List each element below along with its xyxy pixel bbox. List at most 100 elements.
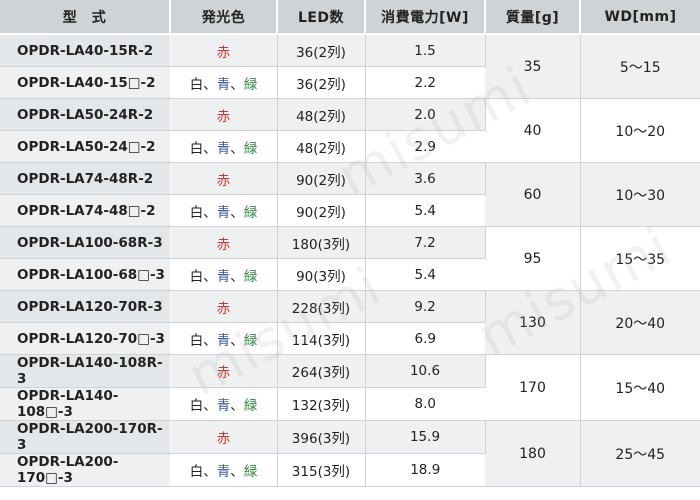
power-cell: 1.5 [365,34,486,67]
table-row: OPDR-LA100-68□-3 白、青、緑 90(3列) 5.4 [0,258,700,291]
mass-cell: 130 [485,290,581,355]
color-green-label: 緑 [243,398,258,414]
color-cell: 白、青、緑 [170,194,278,227]
model-cell: OPDR-LA200-170R-3 [0,420,171,454]
table-row: OPDR-LA120-70□-3 白、青、緑 114(3列) 6.9 [0,322,700,355]
led-count-cell: 90(2列) [277,194,366,227]
table-row: OPDR-LA140-108□-3 白、青、緑 132(3列) 8.0 [0,387,700,421]
model-cell: OPDR-LA100-68□-3 [0,258,171,291]
header-led: LED数 [277,0,366,35]
color-cell: 白、青、緑 [170,387,278,421]
header-power: 消費電力[W] [365,0,486,35]
separator: 、 [230,464,244,480]
wd-cell: 10～20 [580,98,700,163]
led-count-cell: 90(3列) [277,258,366,291]
color-red-label: 赤 [216,236,231,253]
color-cell: 赤 [170,354,278,388]
color-cell: 白、青、緑 [170,453,278,487]
led-count-cell: 180(3列) [277,226,366,259]
color-cell: 赤 [170,34,278,67]
table-row: OPDR-LA74-48□-2 白、青、緑 90(2列) 5.4 [0,194,700,227]
power-cell: 6.9 [365,322,485,355]
color-white-label: 白 [189,464,204,480]
power-cell: 3.6 [365,162,486,195]
color-cell: 白、青、緑 [170,322,278,355]
led-count-cell: 396(3列) [277,420,366,454]
color-cell: 赤 [170,162,278,195]
color-cell: 白、青、緑 [170,258,278,291]
wd-cell: 15～35 [580,226,700,291]
led-count-cell: 90(2列) [277,162,366,195]
table-row: OPDR-LA140-108R-3 赤 264(3列) 10.6 170 15～40 [0,354,700,421]
table-row: OPDR-LA50-24□-2 白、青、緑 48(2列) 2.9 [0,130,700,163]
mass-cell: 180 [485,420,581,487]
power-cell: 2.9 [365,130,485,163]
model-cell: OPDR-LA120-70□-3 [0,322,171,355]
led-count-cell: 36(2列) [277,66,366,99]
model-cell: OPDR-LA40-15R-2 [0,34,171,67]
color-cell: 赤 [170,290,278,323]
power-cell: 5.4 [365,258,485,291]
header-wd: WD[mm] [580,0,700,35]
header-color: 発光色 [170,0,278,35]
model-cell: OPDR-LA200-170□-3 [0,453,171,487]
color-white-label: 白 [189,140,204,157]
power-cell: 9.2 [365,290,486,323]
mass-cell: 95 [485,226,581,291]
spec-table: 型 式 発光色 LED数 消費電力[W] 質量[g] WD[mm] OPDR-L… [0,0,700,487]
mass-cell: 40 [485,98,581,163]
separator: 、 [203,204,217,221]
color-red-label: 赤 [216,300,231,317]
color-white-label: 白 [189,204,204,221]
color-white-label: 白 [189,398,204,414]
color-red-label: 赤 [216,431,231,447]
wd-cell: 20～40 [580,290,700,355]
led-count-cell: 48(2列) [277,130,366,163]
color-green-label: 緑 [243,332,258,349]
color-green-label: 緑 [243,140,258,157]
led-count-cell: 315(3列) [277,453,366,487]
color-red-label: 赤 [216,172,231,189]
led-count-cell: 264(3列) [277,354,366,388]
color-blue-label: 青 [216,398,231,414]
color-blue-label: 青 [216,204,231,221]
model-cell: OPDR-LA40-15□-2 [0,66,171,99]
table-row: OPDR-LA100-68R-3 赤 180(3列) 7.2 95 15～35 [0,226,700,291]
color-cell: 赤 [170,98,278,131]
power-cell: 10.6 [365,354,486,388]
color-cell: 白、青、緑 [170,130,278,163]
separator: 、 [230,332,244,349]
table-row: OPDR-LA40-15□-2 白、青、緑 36(2列) 2.2 [0,66,700,99]
mass-cell: 170 [485,354,581,421]
mass-cell: 35 [485,34,581,99]
table-row: OPDR-LA50-24R-2 赤 48(2列) 2.0 40 10～20 [0,98,700,163]
separator: 、 [203,76,217,93]
power-cell: 15.9 [365,420,486,454]
separator: 、 [203,398,217,414]
model-cell: OPDR-LA120-70R-3 [0,290,171,323]
separator: 、 [230,204,244,221]
power-cell: 2.0 [365,98,486,131]
model-cell: OPDR-LA74-48R-2 [0,162,171,195]
color-green-label: 緑 [243,204,258,221]
table-row: OPDR-LA74-48R-2 赤 90(2列) 3.6 60 10～30 [0,162,700,227]
power-cell: 5.4 [365,194,485,227]
color-blue-label: 青 [216,76,231,93]
separator: 、 [230,268,244,285]
led-count-cell: 114(3列) [277,322,366,355]
color-cell: 赤 [170,226,278,259]
color-blue-label: 青 [216,268,231,285]
color-cell: 白、青、緑 [170,66,278,99]
separator: 、 [230,140,244,157]
wd-cell: 15～40 [580,354,700,421]
color-white-label: 白 [189,76,204,93]
header-mass: 質量[g] [485,0,581,35]
separator: 、 [203,332,217,349]
separator: 、 [230,76,244,93]
spec-table-body: OPDR-LA40-15R-2 赤 36(2列) 1.5 35 5～15 OPDR-LA40… [0,34,700,487]
separator: 、 [203,268,217,285]
wd-cell: 25～45 [580,420,700,487]
led-count-cell: 132(3列) [277,387,366,421]
mass-cell: 60 [485,162,581,227]
